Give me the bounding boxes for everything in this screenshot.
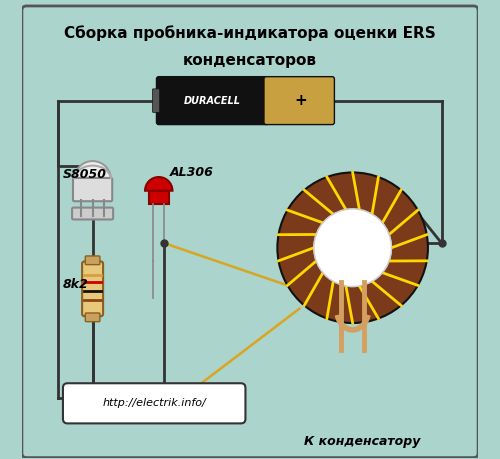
FancyBboxPatch shape [86, 256, 100, 265]
Circle shape [314, 209, 392, 286]
Wedge shape [74, 161, 111, 179]
FancyBboxPatch shape [73, 178, 112, 201]
Text: 8k2: 8k2 [63, 278, 89, 291]
Text: Сборка пробника-индикатора оценки ERS: Сборка пробника-индикатора оценки ERS [64, 25, 436, 41]
Wedge shape [145, 177, 172, 191]
Text: К конденсатору: К конденсатору [304, 435, 420, 448]
FancyBboxPatch shape [82, 262, 103, 316]
FancyBboxPatch shape [86, 313, 100, 322]
FancyBboxPatch shape [156, 77, 268, 124]
Text: конденсаторов: конденсаторов [183, 53, 317, 68]
Text: AL306: AL306 [170, 166, 214, 179]
FancyBboxPatch shape [152, 89, 160, 112]
FancyBboxPatch shape [72, 207, 113, 219]
Circle shape [314, 209, 392, 286]
Text: S8050: S8050 [63, 168, 107, 181]
FancyBboxPatch shape [63, 383, 246, 423]
Circle shape [278, 173, 428, 323]
FancyBboxPatch shape [264, 77, 334, 124]
Text: http://electrik.info/: http://electrik.info/ [102, 398, 206, 409]
Text: DURACELL: DURACELL [184, 95, 241, 106]
Bar [148, 191, 169, 204]
Text: +: + [294, 93, 308, 108]
